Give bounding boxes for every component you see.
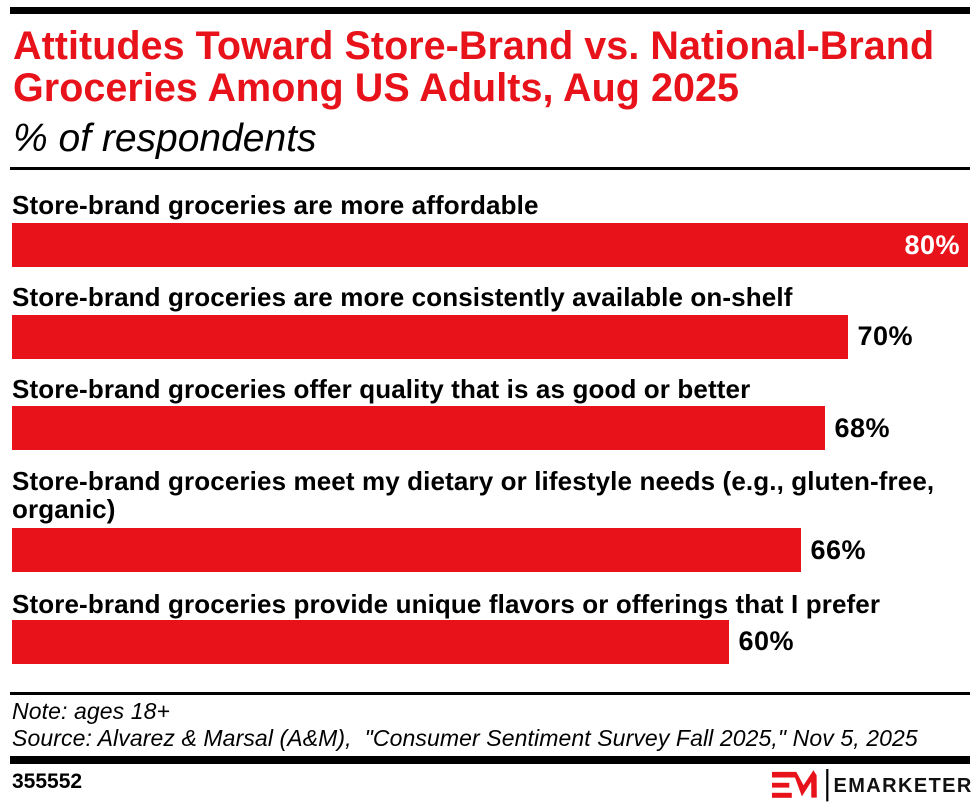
svg-text:EMARKETER: EMARKETER	[834, 775, 973, 797]
